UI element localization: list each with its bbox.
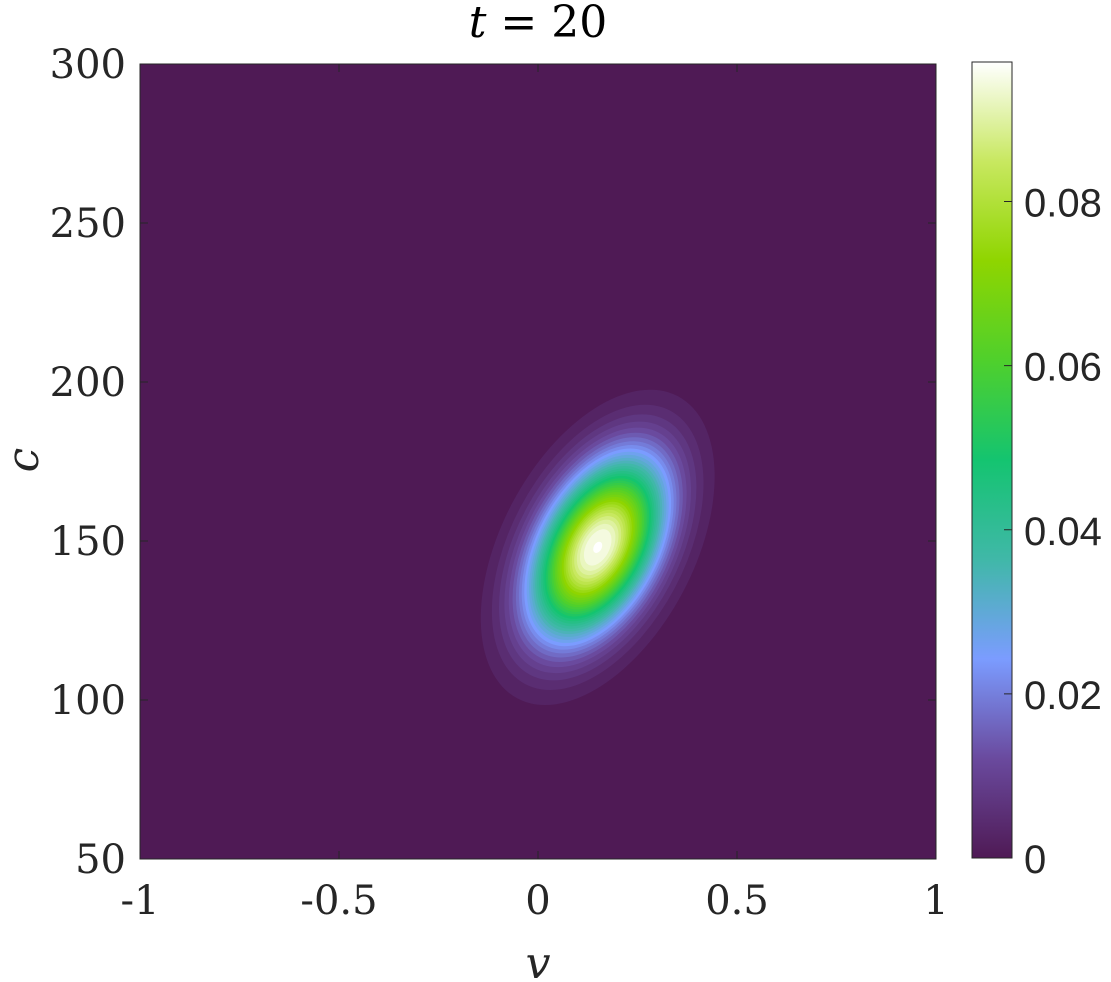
y-tick-label: 100 xyxy=(50,678,126,724)
contour-band xyxy=(593,541,603,553)
y-ticks: 50 100 150 200 250 300 xyxy=(50,42,936,883)
y-axis-label: c xyxy=(0,448,49,473)
x-ticks: -1 -0.5 0 0.5 1 xyxy=(121,64,949,924)
x-tick-label: 0 xyxy=(525,878,550,924)
x-tick-label: 1 xyxy=(923,878,948,924)
y-tick-label: 200 xyxy=(50,360,126,406)
x-tick-label: 0.5 xyxy=(705,878,769,924)
colorbar-gradient xyxy=(971,61,1013,859)
chart-title: t = 20 xyxy=(469,0,608,48)
colorbar-tick-label: 0.04 xyxy=(1024,510,1102,554)
contour-fill xyxy=(480,389,715,706)
plot-background xyxy=(140,64,936,859)
x-axis-label: v xyxy=(526,938,551,982)
title-variable: t xyxy=(469,0,487,48)
x-tick-label: -1 xyxy=(121,878,160,924)
plot-area: -1 -0.5 0 0.5 1 50 100 150 200 250 300 xyxy=(50,42,949,924)
colorbar-tick-label: 0 xyxy=(1024,838,1046,882)
colorbar-tick-label: 0.08 xyxy=(1024,182,1102,226)
title-equation: = 20 xyxy=(486,0,607,48)
colorbar-ticks: 0 0.02 0.04 0.06 0.08 xyxy=(1004,182,1102,882)
colorbar-tick-label: 0.02 xyxy=(1024,674,1102,718)
y-tick-label: 150 xyxy=(50,519,126,565)
y-tick-label: 300 xyxy=(50,42,126,88)
x-tick-label: -0.5 xyxy=(300,878,377,924)
colorbar-tick-label: 0.06 xyxy=(1024,346,1102,390)
y-tick-label: 250 xyxy=(50,201,126,247)
y-tick-label: 50 xyxy=(75,837,126,883)
colorbar: 0 0.02 0.04 0.06 0.08 xyxy=(971,61,1102,882)
